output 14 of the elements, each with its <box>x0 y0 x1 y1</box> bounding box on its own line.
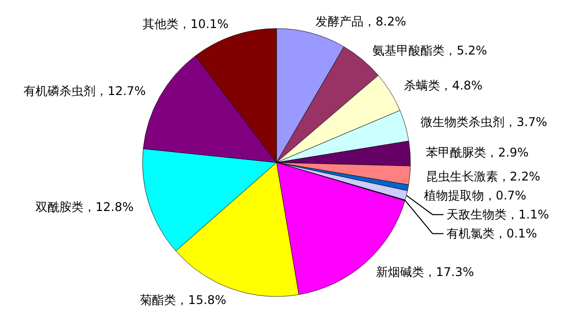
slice-label: 杀螨类，4.8% <box>404 78 483 93</box>
slice-label: 双酰胺类，12.8% <box>35 200 134 214</box>
slice-label: 有机磷杀虫剂，12.7% <box>24 84 146 98</box>
slice-label: 植物提取物，0.7% <box>424 188 526 203</box>
slice-label: 发酵产品，8.2% <box>316 14 406 29</box>
slice-label: 氨基甲酸酯类，5.2% <box>372 43 488 58</box>
slice-label: 苯甲酰脲类，2.9% <box>426 146 529 160</box>
slice-label: 昆虫生长激素，2.2% <box>426 170 540 184</box>
slice-label: 有机氯类，0.1% <box>446 226 537 241</box>
slice-label: 其他类，10.1% <box>142 17 229 32</box>
slice-label: 菊酯类，15.8% <box>140 293 226 308</box>
slice-label: 天敌生物类，1.1% <box>446 208 549 222</box>
slice-label: 新烟碱类，17.3% <box>376 264 474 279</box>
slice-label: 微生物类杀虫剂，3.7% <box>420 115 548 130</box>
